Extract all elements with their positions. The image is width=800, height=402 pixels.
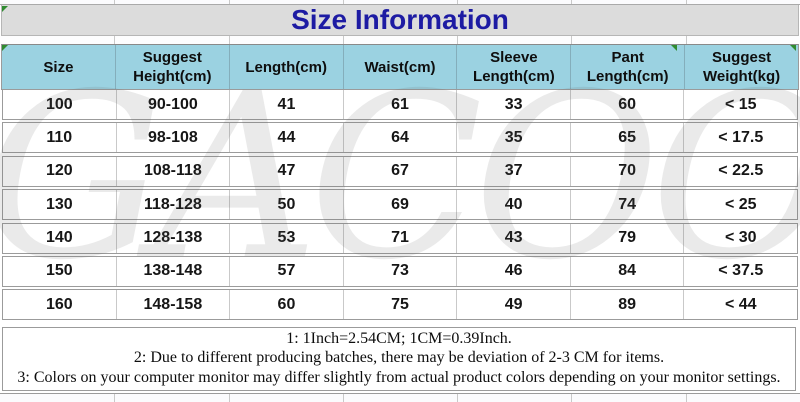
grid-divider <box>685 394 687 402</box>
table-cell: < 25 <box>683 190 797 220</box>
table-row: 130 118-128 50 69 40 74 < 25 <box>2 189 798 221</box>
spreadsheet-bottom-strip <box>0 393 800 402</box>
table-cell: 70 <box>569 156 684 186</box>
note-line: 3: Colors on your computer monitor may d… <box>17 368 781 386</box>
table-cell: 43 <box>456 223 570 253</box>
green-corner-marker-icon <box>2 6 8 12</box>
column-header: Size <box>43 58 74 76</box>
table-cell: 57 <box>229 256 343 286</box>
column-header: Sleeve Length(cm) <box>456 45 570 89</box>
table-cell: 148-158 <box>115 290 230 320</box>
table-cell: 65 <box>569 123 684 153</box>
table-cell: 61 <box>342 90 457 119</box>
grid-divider <box>114 36 116 44</box>
table-cell: 47 <box>229 156 343 186</box>
spreadsheet-gap-strip <box>0 36 800 44</box>
green-corner-marker-icon <box>790 45 796 51</box>
table-cell: 53 <box>229 223 343 253</box>
table-row: 140 128-138 53 71 43 79 < 30 <box>2 222 798 254</box>
table-cell: 75 <box>342 290 457 320</box>
table-header-row: Size Suggest Height(cm) Length(cm) Waist(cm… <box>1 44 799 90</box>
grid-divider <box>685 0 687 4</box>
table-cell: < 22.5 <box>683 156 797 186</box>
table-cell: 138-148 <box>115 256 230 286</box>
grid-divider <box>457 394 459 402</box>
notes-box: 1: 1Inch=2.54CM; 1CM=0.39Inch. 2: Due to … <box>2 327 796 391</box>
table-cell: 89 <box>569 290 684 320</box>
table-cell: 60 <box>569 90 684 119</box>
grid-divider <box>571 36 573 44</box>
spreadsheet-top-strip <box>0 0 800 5</box>
table-cell: 37 <box>456 156 570 186</box>
grid-divider <box>571 0 573 4</box>
column-header: Waist(cm) <box>342 45 457 89</box>
table-cell: 150 <box>45 262 73 280</box>
table-cell: 67 <box>342 156 457 186</box>
table-cell: 46 <box>456 256 570 286</box>
grid-divider <box>228 394 230 402</box>
grid-divider <box>228 36 230 44</box>
table-row: 100 90-100 41 61 33 60 < 15 <box>2 89 798 120</box>
grid-divider <box>457 36 459 44</box>
table-cell: 69 <box>342 190 457 220</box>
table-cell: 33 <box>456 90 570 119</box>
grid-divider <box>114 394 116 402</box>
table-cell: < 15 <box>683 90 797 119</box>
page-title: Size Information <box>291 4 509 35</box>
grid-divider <box>114 0 116 4</box>
table-cell: 98-108 <box>115 123 230 153</box>
table-cell: < 44 <box>683 290 797 320</box>
table-cell: 71 <box>342 223 457 253</box>
table-cell: 84 <box>569 256 684 286</box>
grid-divider <box>342 394 344 402</box>
title-band: Size Information <box>1 5 799 36</box>
table-cell: 108-118 <box>115 156 230 186</box>
column-header: Length(cm) <box>228 45 343 89</box>
grid-divider <box>228 0 230 4</box>
table-cell: 128-138 <box>115 223 230 253</box>
table-cell: 118-128 <box>115 190 230 220</box>
table-cell: 50 <box>229 190 343 220</box>
table-cell: 79 <box>569 223 684 253</box>
table-cell: 160 <box>45 295 73 313</box>
table-cell: 49 <box>456 290 570 320</box>
green-corner-marker-icon <box>2 45 8 51</box>
column-header: Suggest Height(cm) <box>114 45 229 89</box>
table-row: 160 148-158 60 75 49 89 < 44 <box>2 289 798 321</box>
green-corner-marker-icon <box>671 45 677 51</box>
table-cell: 120 <box>45 162 73 180</box>
table-row: 110 98-108 44 64 35 65 < 17.5 <box>2 122 798 154</box>
grid-divider <box>342 36 344 44</box>
column-header: Pant Length(cm) <box>570 45 684 89</box>
grid-divider <box>342 0 344 4</box>
table-cell: 74 <box>569 190 684 220</box>
table-cell: 130 <box>45 195 73 213</box>
table-row: 120 108-118 47 67 37 70 < 22.5 <box>2 155 798 187</box>
grid-divider <box>457 0 459 4</box>
table-cell: < 17.5 <box>683 123 797 153</box>
table-cell: 100 <box>45 95 73 113</box>
table-cell: 44 <box>229 123 343 153</box>
table-cell: 90-100 <box>115 90 230 119</box>
table-cell: 64 <box>342 123 457 153</box>
grid-divider <box>571 394 573 402</box>
table-cell: 40 <box>456 190 570 220</box>
table-cell: 140 <box>45 229 73 247</box>
table-cell: 60 <box>229 290 343 320</box>
note-line: 2: Due to different producing batches, t… <box>133 349 665 366</box>
table-cell: 110 <box>46 128 73 146</box>
table-cell: 41 <box>229 90 343 119</box>
table-body: 100 90-100 41 61 33 60 < 15 110 98-108 44 64 35 65 < … <box>2 89 798 321</box>
table-cell: < 37.5 <box>683 256 797 286</box>
table-row: 150 138-148 57 73 46 84 < 37.5 <box>2 255 798 287</box>
table-cell: < 30 <box>683 223 797 253</box>
column-header: Suggest Weight(kg) <box>684 45 798 89</box>
table-cell: 73 <box>342 256 457 286</box>
table-cell: 35 <box>456 123 570 153</box>
grid-divider <box>685 36 687 44</box>
note-line: 1: 1Inch=2.54CM; 1CM=0.39Inch. <box>286 329 512 347</box>
